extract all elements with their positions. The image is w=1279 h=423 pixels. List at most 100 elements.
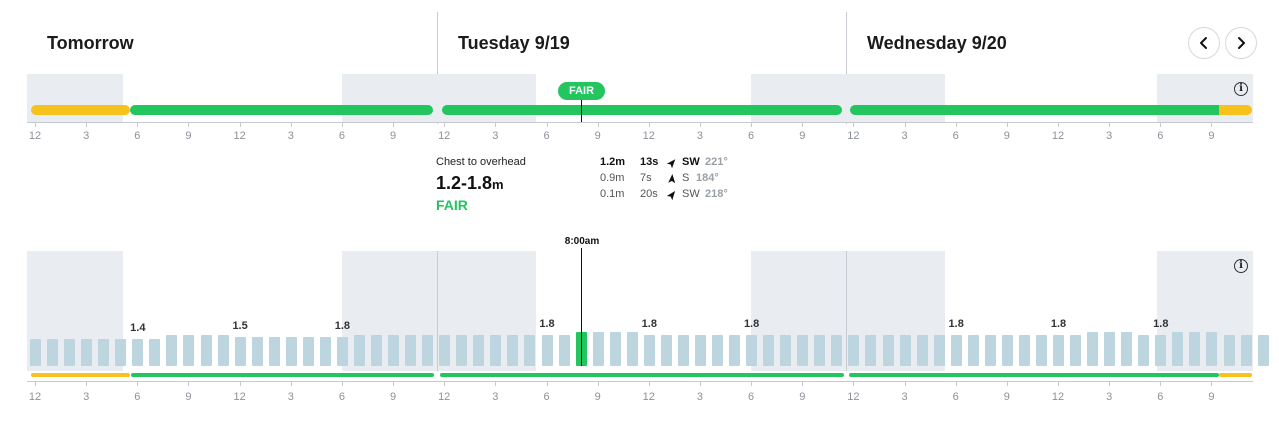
- surf-height-bar[interactable]: [183, 334, 195, 366]
- axis-tick-label: 6: [748, 391, 755, 403]
- surf-height-bar[interactable]: [336, 336, 348, 366]
- axis-tick-label: 6: [338, 130, 345, 142]
- surf-height-bar[interactable]: [1189, 332, 1201, 366]
- surf-height-bar[interactable]: [1172, 332, 1184, 366]
- surf-height-bar[interactable]: [831, 334, 843, 366]
- surf-height-bar[interactable]: [234, 336, 246, 366]
- surf-height-bar[interactable]: [115, 339, 127, 366]
- surf-height-bar[interactable]: [865, 334, 877, 366]
- surf-height-bar[interactable]: [507, 334, 519, 366]
- axis-tick-label: 6: [748, 130, 755, 142]
- axis-tick-label: 9: [1003, 391, 1010, 403]
- surf-height-bar[interactable]: [200, 334, 212, 366]
- surf-height-bar[interactable]: [814, 334, 826, 366]
- surf-height-bar[interactable]: [285, 336, 297, 366]
- axis-tick: [239, 122, 241, 127]
- surf-height-bar[interactable]: [439, 334, 451, 366]
- surf-height-bar[interactable]: [319, 336, 331, 366]
- axis-tick-label: 3: [901, 130, 908, 142]
- surf-height-bar[interactable]: [490, 334, 502, 366]
- surf-height-bar[interactable]: [541, 334, 553, 366]
- surf-height-bar[interactable]: [712, 334, 723, 366]
- info-icon[interactable]: i: [1234, 82, 1248, 96]
- surf-height-bar[interactable]: [217, 334, 229, 366]
- axis-tick-label: 3: [287, 391, 294, 403]
- surf-height-bar[interactable]: [677, 334, 689, 366]
- surf-height-bar[interactable]: [473, 334, 485, 366]
- surf-height-bar[interactable]: [729, 334, 741, 366]
- surf-height-bar[interactable]: [422, 334, 434, 366]
- surf-height-bar[interactable]: [405, 334, 417, 366]
- axis-tick-label: 3: [287, 130, 294, 142]
- axis-tick: [853, 381, 855, 386]
- surf-height-bar[interactable]: [30, 339, 41, 366]
- surf-height-bar[interactable]: [1206, 332, 1218, 366]
- surf-height-bar[interactable]: [899, 334, 911, 366]
- day-separator: [437, 12, 438, 124]
- surf-height-bar[interactable]: [64, 339, 76, 366]
- axis-tick: [86, 381, 88, 386]
- surf-height-bar[interactable]: [251, 336, 263, 366]
- surf-height-bar[interactable]: [950, 334, 962, 366]
- axis-tick: [546, 122, 548, 127]
- surf-height-bar[interactable]: [388, 334, 400, 366]
- surf-height-bar[interactable]: [558, 334, 570, 366]
- surf-height-bar[interactable]: [780, 334, 792, 366]
- day-title-tuesday: Tuesday 9/19: [458, 33, 570, 53]
- surf-height-bar[interactable]: [132, 339, 144, 366]
- surf-height-label: 1.8: [539, 317, 555, 330]
- rating-segment-fair: [130, 105, 433, 115]
- surf-height-bar[interactable]: [524, 334, 536, 366]
- surf-height-bar[interactable]: [1223, 334, 1235, 366]
- axis-tick-label: 9: [185, 130, 192, 142]
- surf-height-bar[interactable]: [1070, 334, 1082, 366]
- surf-height-bar[interactable]: [848, 334, 860, 366]
- surf-height-bar[interactable]: [1138, 334, 1150, 366]
- surf-height-bar[interactable]: [626, 332, 638, 366]
- next-day-button[interactable]: [1225, 27, 1257, 59]
- axis-tick-label: 12: [233, 391, 246, 403]
- surf-height-bar[interactable]: [1018, 334, 1030, 366]
- surf-height-bar[interactable]: [371, 334, 382, 366]
- axis-tick-label: 6: [952, 391, 959, 403]
- axis-tick-label: 12: [233, 130, 246, 142]
- axis-tick: [1006, 381, 1008, 386]
- surf-height-bar[interactable]: [1035, 334, 1047, 366]
- surf-height-bar[interactable]: [456, 334, 468, 366]
- surf-height-bar[interactable]: [592, 332, 604, 366]
- info-icon[interactable]: i: [1234, 259, 1248, 273]
- surf-height-bar[interactable]: [47, 339, 59, 366]
- surf-height-bar[interactable]: [1001, 334, 1013, 366]
- surf-height-bar[interactable]: [763, 334, 775, 366]
- surf-height-bar[interactable]: [746, 334, 758, 366]
- surf-height-bar[interactable]: [353, 334, 365, 366]
- surf-height-bar[interactable]: [984, 334, 996, 366]
- surf-height-bar[interactable]: [967, 334, 979, 366]
- surf-height-bar[interactable]: [98, 339, 110, 366]
- surf-height-bar[interactable]: [1053, 334, 1064, 366]
- axis-tick-label: 12: [28, 391, 42, 403]
- surf-height-bar[interactable]: [660, 334, 672, 366]
- axis-tick-label: 3: [1106, 130, 1113, 142]
- surf-height-bar[interactable]: [643, 334, 655, 366]
- surf-height-bar[interactable]: [933, 334, 945, 366]
- surf-height-bar[interactable]: [882, 334, 894, 366]
- surf-height-bar[interactable]: [694, 334, 706, 366]
- surf-height-bar[interactable]: [1121, 332, 1133, 366]
- axis-tick-label: 9: [594, 130, 601, 142]
- surf-height-bar[interactable]: [1155, 334, 1167, 366]
- previous-day-button[interactable]: [1188, 27, 1220, 59]
- surf-height-bar[interactable]: [302, 336, 314, 366]
- surf-height-bar[interactable]: [268, 336, 280, 366]
- surf-height-bar[interactable]: [1087, 332, 1099, 366]
- surf-height-bar[interactable]: [1104, 332, 1116, 366]
- surf-height-bar[interactable]: [1257, 334, 1269, 366]
- surf-height-bar[interactable]: [166, 334, 178, 366]
- surf-height-bar[interactable]: [609, 332, 621, 366]
- surf-height-bar[interactable]: [916, 334, 928, 366]
- surf-height-bar[interactable]: [81, 339, 93, 366]
- surf-height-bar[interactable]: [1240, 334, 1252, 366]
- surf-height-bar[interactable]: [797, 334, 809, 366]
- surf-height-bar[interactable]: [149, 339, 161, 366]
